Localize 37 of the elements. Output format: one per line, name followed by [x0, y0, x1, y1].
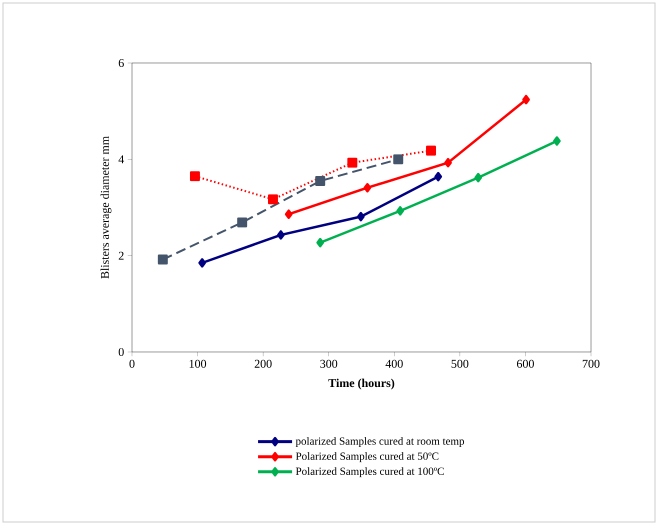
x-tick-label: 500 [452, 360, 468, 368]
point [190, 171, 200, 182]
point [474, 172, 482, 182]
x-tick-label: 400 [386, 360, 403, 368]
point [396, 206, 404, 216]
point [276, 230, 285, 240]
point [356, 212, 365, 222]
x-tick-label: 600 [516, 360, 534, 368]
y-tick-label: 6 [118, 58, 124, 68]
legend-label: polarized Samples cured at room temp [296, 437, 464, 448]
x-axis-title: Time (hours) [328, 378, 394, 390]
point [198, 258, 206, 268]
point [316, 238, 324, 248]
y-tick-label: 4 [118, 155, 124, 164]
legend-label: Polarized Samples cured at 100ºC [296, 467, 444, 478]
point [434, 172, 442, 182]
x-tick-label: 200 [254, 360, 272, 368]
y-axis-title: Blisters average diameter mm [100, 136, 112, 279]
legend-label: Polarized Samples cured at 50ºC [296, 452, 438, 462]
y-tick-label: 2 [118, 252, 124, 260]
point [158, 254, 168, 264]
point [522, 94, 530, 104]
point [444, 158, 452, 168]
x-tick-label: 700 [582, 360, 600, 368]
point [284, 210, 293, 219]
point [347, 158, 358, 168]
point [315, 176, 326, 186]
x-tick-label: 300 [320, 360, 338, 368]
x-tick-label: 0 [129, 360, 135, 368]
point [268, 194, 278, 204]
point [426, 146, 436, 156]
point [393, 154, 404, 164]
y-tick-label: 0 [118, 348, 124, 356]
x-tick-label: 100 [190, 360, 206, 368]
point [237, 217, 248, 228]
point [553, 136, 561, 146]
point [364, 183, 372, 192]
